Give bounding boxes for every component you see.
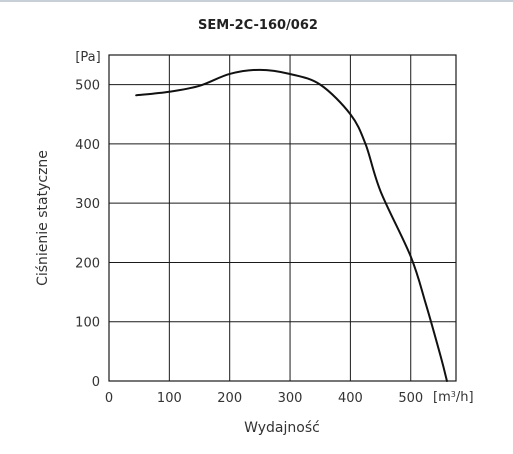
x-tick-label-300: 300: [278, 391, 303, 406]
x-unit-sup: 3: [451, 390, 456, 399]
y-tick-label-400: 400: [75, 138, 100, 153]
y-tick-label-0: 0: [92, 375, 100, 390]
x-unit-suffix: /h]: [456, 390, 474, 405]
y-tick-label-300: 300: [75, 197, 100, 212]
y-unit-label: [Pa]: [75, 50, 100, 65]
x-tick-label-500: 500: [398, 391, 423, 406]
x-tick-label-100: 100: [157, 391, 182, 406]
top-border: [0, 0, 513, 2]
x-tick-labels: 0 100 200 300 400 500: [105, 391, 423, 406]
y-tick-label-200: 200: [75, 256, 100, 271]
chart-title: SEM-2C-160/062: [198, 18, 318, 33]
y-tick-label-500: 500: [75, 79, 100, 94]
x-axis-label: Wydajność: [244, 420, 320, 436]
plot-frame: [108, 54, 457, 382]
y-axis-label: Ciśnienie statyczne: [35, 150, 51, 286]
y-tick-label-100: 100: [75, 316, 100, 331]
plot-border: [108, 54, 457, 382]
series-line: [135, 68, 448, 382]
y-tick-labels: 0 100 200 300 400 500: [75, 79, 100, 390]
x-unit-label: [m3/h]: [433, 390, 474, 406]
grid: [109, 55, 456, 381]
x-tick-label-400: 400: [338, 391, 363, 406]
x-tick-label-0: 0: [105, 391, 113, 406]
x-unit-prefix: [m: [433, 390, 451, 405]
x-tick-label-200: 200: [217, 391, 242, 406]
